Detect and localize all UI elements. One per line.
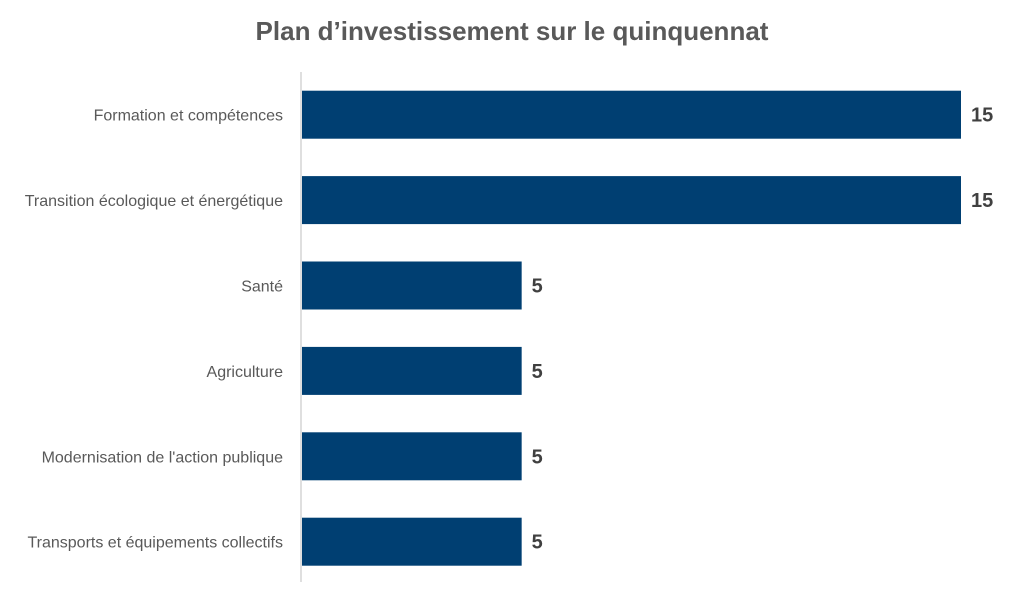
bar-3 [302, 346, 522, 395]
value-label-1: 15 [971, 190, 993, 212]
value-label-4: 5 [532, 446, 543, 468]
value-label-3: 5 [532, 361, 543, 383]
bar-0 [302, 90, 961, 139]
bar-1 [302, 176, 961, 225]
bars-group [302, 90, 961, 566]
chart-title: Plan d’investissement sur le quinquennat [256, 16, 769, 46]
value-labels: 15 15 5 5 5 5 [532, 105, 994, 554]
category-labels: Formation et compétences Transition écolo… [25, 108, 283, 552]
category-label-1: Transition écologique et énergétique [25, 193, 283, 210]
bar-5 [302, 517, 522, 566]
category-label-0: Formation et compétences [94, 108, 283, 125]
category-label-2: Santé [241, 279, 283, 296]
value-label-0: 15 [971, 105, 993, 127]
bar-2 [302, 261, 522, 310]
category-label-4: Modernisation de l'action publique [42, 449, 284, 466]
category-label-5: Transports et équipements collectifs [27, 535, 283, 552]
value-label-2: 5 [532, 276, 543, 298]
bar-4 [302, 432, 522, 481]
value-label-5: 5 [532, 532, 543, 554]
category-label-3: Agriculture [207, 364, 284, 381]
